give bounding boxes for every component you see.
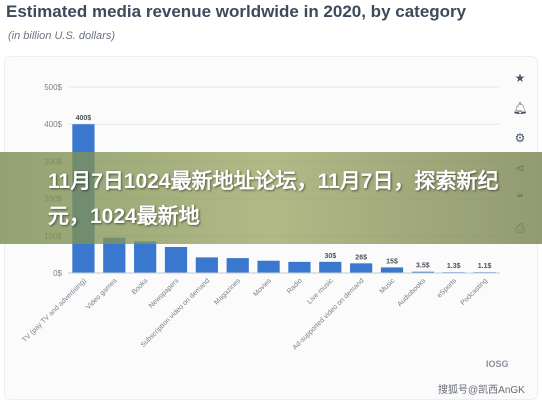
x-tick-label: Magazines [213,277,242,306]
overlay-banner: 11月7日1024最新地址论坛，11月7日，探索新纪元，1024最新地 [0,152,542,244]
bar [288,261,311,273]
x-tick-label: Live music [306,277,335,306]
bar [411,271,434,273]
x-tick-label: Music [379,277,397,295]
x-tick-label: eSports [436,277,458,299]
bar [164,246,188,273]
y-tick-label: 500$ [44,83,62,92]
data-label: 26$ [355,254,367,261]
data-label: 1.1$ [478,263,492,270]
gear-icon[interactable]: ⚙ [514,131,526,145]
chart-title: Estimated media revenue worldwide in 202… [6,2,467,21]
x-tick-label: Audiobooks [396,277,427,308]
y-tick-label: 400$ [44,120,62,129]
x-tick-label: Podcasting [460,277,490,307]
bar [226,258,249,273]
source-logo: IOSG [486,359,509,369]
bar [380,267,404,273]
x-tick-label: Subscription video on demand [140,277,212,349]
chart-subtitle: (in billion U.S. dollars) [8,30,115,42]
data-label: 30$ [324,253,336,260]
x-tick-label: Video games [85,277,119,311]
x-tick-label: TV (pay TV and advertising) [21,277,87,343]
data-label: 15$ [386,258,398,265]
y-tick-label: 0$ [53,269,62,278]
data-label: 1.3$ [447,263,461,270]
bar [350,263,373,273]
banner-text: 11月7日1024最新地址论坛，11月7日，探索新纪元，1024最新地 [48,170,499,228]
bar [103,237,126,273]
bar [195,257,218,273]
bar [319,261,342,273]
x-tick-label: Newspapers [148,277,181,310]
bar [134,241,157,273]
x-tick-label: Books [131,277,150,296]
x-tick-label: Radio [286,277,304,295]
data-label: 400$ [76,115,92,122]
watermark-text: 搜狐号@凯西AnGK [438,385,525,396]
data-label: 3.5$ [416,263,430,270]
bar [257,260,280,273]
star-icon[interactable]: ★ [514,71,526,85]
x-tick-label: Movies [252,277,273,298]
bell-icon[interactable]: 🔔︎ [512,101,528,115]
